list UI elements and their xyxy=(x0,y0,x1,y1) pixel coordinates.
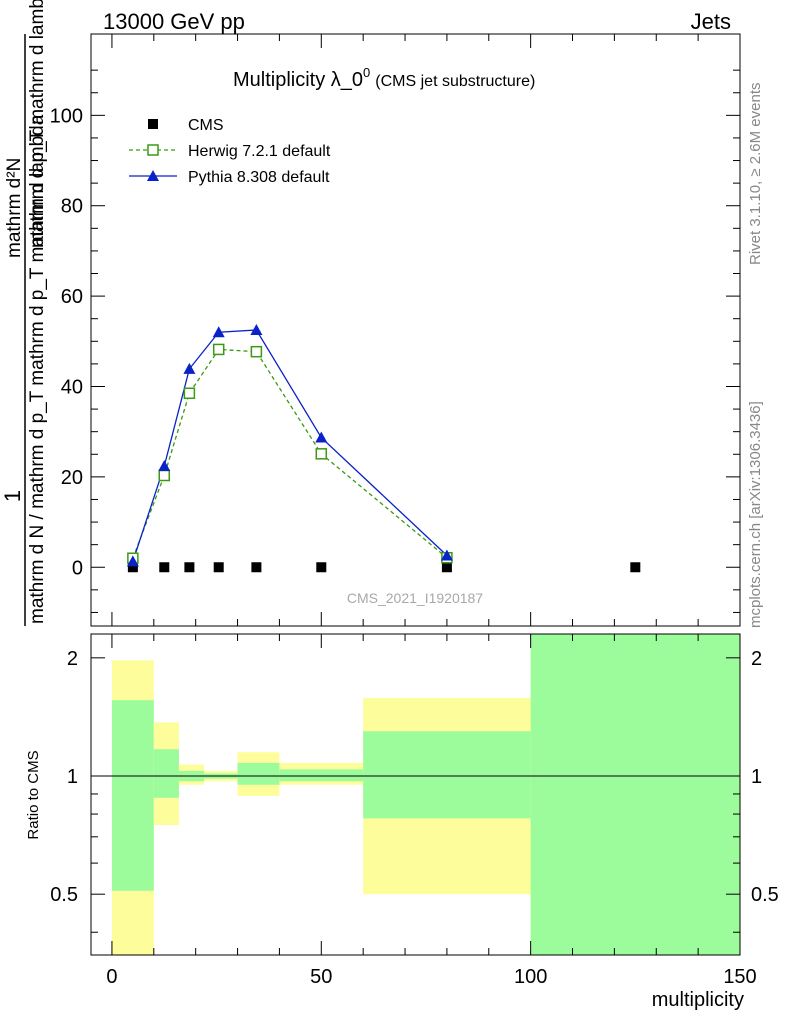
y-tick-label: 40 xyxy=(61,376,83,398)
watermark: CMS_2021_I1920187 xyxy=(347,590,483,606)
legend-label: Pythia 8.308 default xyxy=(188,169,330,186)
main-plot-frame: 0 20 40 60 80 100 xyxy=(50,33,741,627)
data-point-series-1 xyxy=(158,469,171,482)
x-axis-label: multiplicity xyxy=(652,989,744,1011)
x-tick-label: 0 xyxy=(106,966,117,988)
data-point-series-2 xyxy=(440,549,453,561)
ratio-band-green xyxy=(363,731,531,819)
x-tick-label: 100 xyxy=(514,966,547,988)
x-tick-label: 50 xyxy=(310,966,332,988)
data-point-series-0 xyxy=(251,562,262,573)
chart-title: Multiplicity λ_00 (CMS jet substructure) xyxy=(233,65,535,91)
chart-title-sup: 0 xyxy=(363,65,370,80)
y-tick-label: 60 xyxy=(61,286,83,308)
series-layer xyxy=(126,324,641,573)
y-label-frac-num: mathrm d²N xyxy=(4,158,25,258)
main-y-label: 1 mathrm d N / mathrm d p_T mathrm d p_T… xyxy=(0,0,48,626)
mcplots-label: mcplots.cern.ch [arXiv:1306.3436] xyxy=(747,401,764,628)
data-point-series-0 xyxy=(213,562,224,573)
data-point-series-1 xyxy=(212,343,225,356)
data-point-series-2 xyxy=(212,326,225,338)
y-label-frac-den: mathrm d p_T mathrm d lambda xyxy=(27,0,48,248)
ratio-band-green xyxy=(237,762,280,785)
data-point-series-0 xyxy=(316,562,327,573)
legend-label: Herwig 7.2.1 default xyxy=(188,143,331,160)
data-point-series-1 xyxy=(315,448,328,460)
chart-subtitle: (CMS jet substructure) xyxy=(375,73,535,90)
x-tick-label: 150 xyxy=(723,966,756,988)
data-point-series-0 xyxy=(127,562,138,573)
ratio-frame-border xyxy=(90,633,741,956)
ratio-y-tick-label-right: 1 xyxy=(751,766,762,788)
y-label-numerator: 1 xyxy=(0,490,25,502)
series-line-2 xyxy=(132,329,448,562)
chart-title-main: Multiplicity λ_0 xyxy=(233,69,363,91)
data-point-series-2 xyxy=(315,431,328,443)
legend-label: CMS xyxy=(188,117,224,134)
ratio-y-tick-label: 0.5 xyxy=(50,884,78,906)
legend: CMS Herwig 7.2.1 default Pythia 8.308 defa… xyxy=(129,117,331,186)
ratio-band-green xyxy=(111,700,154,891)
legend-marker xyxy=(147,170,159,181)
ratio-y-label: Ratio to CMS xyxy=(25,750,42,839)
data-point-series-2 xyxy=(158,460,171,472)
y-tick-label: 20 xyxy=(61,467,83,489)
data-point-series-2 xyxy=(183,362,196,374)
header-right: Jets xyxy=(691,9,731,34)
y-tick-label: 80 xyxy=(61,196,83,218)
ratio-plot-frame: 0 50 100 150 0.5 0.5 1 1 2 2 xyxy=(50,633,779,988)
ratio-band-green xyxy=(530,634,740,955)
data-point-series-0 xyxy=(441,562,452,573)
ratio-y-tick-label-right: 0.5 xyxy=(751,884,779,906)
legend-marker xyxy=(148,119,158,129)
ratio-bands xyxy=(111,634,740,955)
ratio-band-green xyxy=(279,769,364,782)
rivet-label: Rivet 3.1.10, ≥ 2.6M events xyxy=(747,83,764,266)
data-point-series-0 xyxy=(159,562,170,573)
main-frame-border xyxy=(90,33,741,627)
header-left: 13000 GeV pp xyxy=(103,9,245,34)
ratio-y-tick-label: 2 xyxy=(67,648,78,670)
y-label-denominator: mathrm d N / mathrm d p_T mathrm d p_T m… xyxy=(27,114,48,624)
data-point-series-1 xyxy=(183,387,196,400)
data-point-series-1 xyxy=(250,345,263,358)
y-tick-label: 100 xyxy=(50,105,83,127)
data-point-series-2 xyxy=(250,324,263,335)
y-tick-label: 0 xyxy=(72,557,83,579)
data-point-series-0 xyxy=(184,562,195,573)
ratio-y-tick-label-right: 2 xyxy=(751,648,762,670)
series-line-1 xyxy=(132,348,448,559)
ratio-band-green xyxy=(153,749,179,798)
legend-marker xyxy=(147,144,159,156)
ratio-y-tick-label: 1 xyxy=(67,766,78,788)
data-point-series-0 xyxy=(630,562,641,573)
data-point-series-2 xyxy=(126,555,139,567)
